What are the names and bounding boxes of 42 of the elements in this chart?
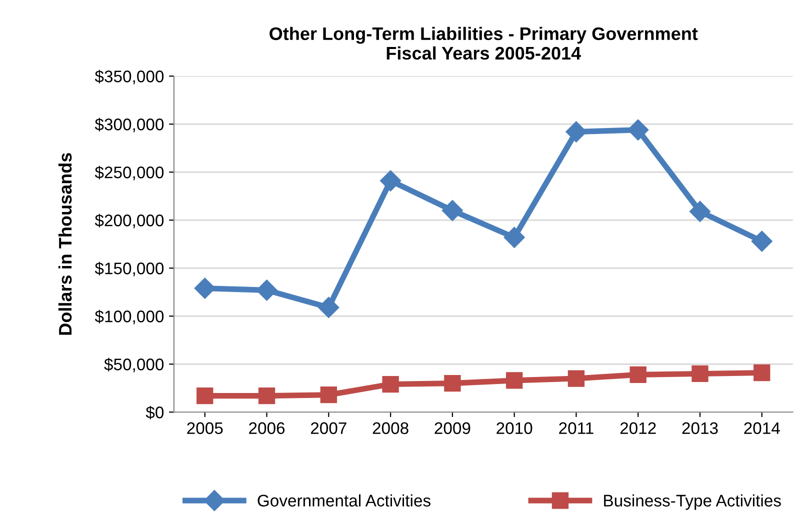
y-tick-label: $200,000 bbox=[94, 214, 164, 228]
legend-label: Governmental Activities bbox=[258, 494, 430, 507]
chart-title: Other Long-Term Liabilities - Primary Government Fiscal Years 2005-2014 bbox=[270, 26, 698, 60]
point bbox=[382, 376, 399, 393]
point bbox=[630, 366, 646, 384]
x-tick-label: 2013 bbox=[682, 422, 718, 434]
point bbox=[444, 374, 461, 392]
point bbox=[256, 280, 278, 301]
point bbox=[689, 200, 711, 222]
x-tick-label: 2005 bbox=[187, 422, 223, 434]
x-tick-label: 2011 bbox=[559, 422, 594, 434]
point bbox=[196, 387, 214, 404]
x-tick-label: 2009 bbox=[434, 422, 470, 434]
point bbox=[380, 170, 402, 192]
x-tick-label: 2010 bbox=[496, 422, 532, 434]
point bbox=[320, 386, 337, 404]
point bbox=[504, 226, 525, 248]
x-tick-label: 2014 bbox=[744, 422, 780, 434]
point bbox=[194, 278, 216, 299]
point bbox=[692, 365, 708, 382]
x-tick-label: 2007 bbox=[310, 422, 346, 434]
x-tick-label: 2008 bbox=[372, 422, 408, 434]
point bbox=[628, 119, 649, 140]
point bbox=[442, 200, 463, 222]
y-tick-label: $350,000 bbox=[94, 70, 164, 84]
y-tick-label: $300,000 bbox=[94, 118, 164, 132]
point bbox=[754, 364, 770, 382]
point bbox=[568, 370, 585, 387]
point bbox=[506, 372, 523, 389]
legend-label: Business-Type Activities bbox=[604, 494, 781, 510]
point bbox=[566, 121, 587, 142]
y-tick-label: $250,000 bbox=[94, 166, 164, 180]
y-tick-label: $0 bbox=[146, 406, 164, 420]
x-tick-label: 2006 bbox=[249, 422, 285, 434]
point bbox=[751, 230, 772, 252]
x-tick-label: 2012 bbox=[620, 422, 656, 434]
y-tick-label: $50,000 bbox=[104, 358, 164, 372]
point bbox=[258, 387, 276, 404]
y-tick-label: $100,000 bbox=[94, 310, 164, 324]
y-axis-title: Dollars in Thousands bbox=[58, 153, 72, 335]
point bbox=[318, 296, 340, 318]
y-tick-label: $150,000 bbox=[94, 262, 164, 276]
